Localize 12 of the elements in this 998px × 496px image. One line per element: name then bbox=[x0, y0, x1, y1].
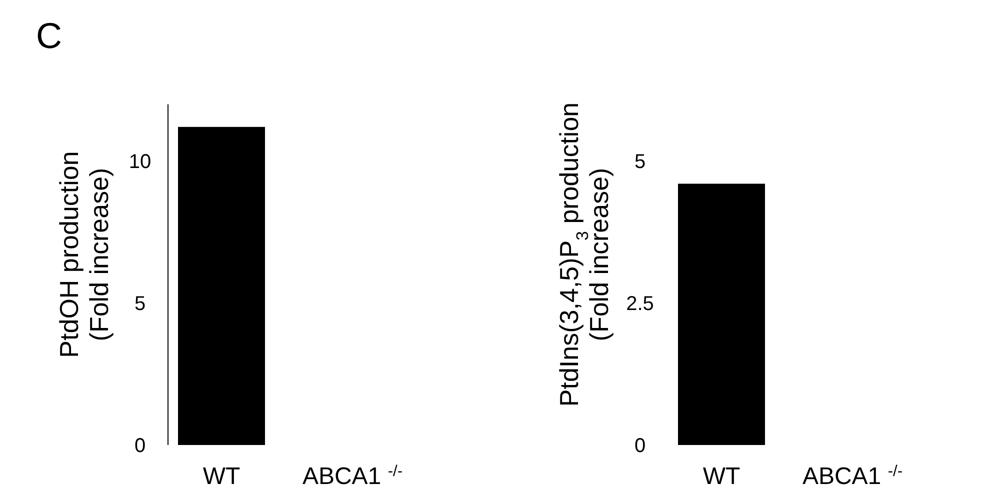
x-tick-label: ABCA1 $^{-/-}$ bbox=[302, 462, 403, 490]
x-tick-label: ABCA1 $^{-/-}$ bbox=[802, 462, 903, 490]
y-axis-title: PtdOH production (Fold increase) bbox=[54, 151, 114, 358]
text: C bbox=[36, 15, 62, 56]
y-tick-label: 5 bbox=[134, 293, 146, 315]
x-tick-label: WT bbox=[202, 463, 240, 490]
y-tick-label: 10 bbox=[128, 151, 152, 173]
y-tick-label: 0 bbox=[134, 435, 146, 457]
y-tick-label: 5 bbox=[634, 151, 646, 173]
x-tick-label: WT bbox=[702, 463, 740, 490]
y-tick-label: 0 bbox=[634, 435, 646, 457]
y-tick-label: 2.5 bbox=[626, 293, 654, 315]
